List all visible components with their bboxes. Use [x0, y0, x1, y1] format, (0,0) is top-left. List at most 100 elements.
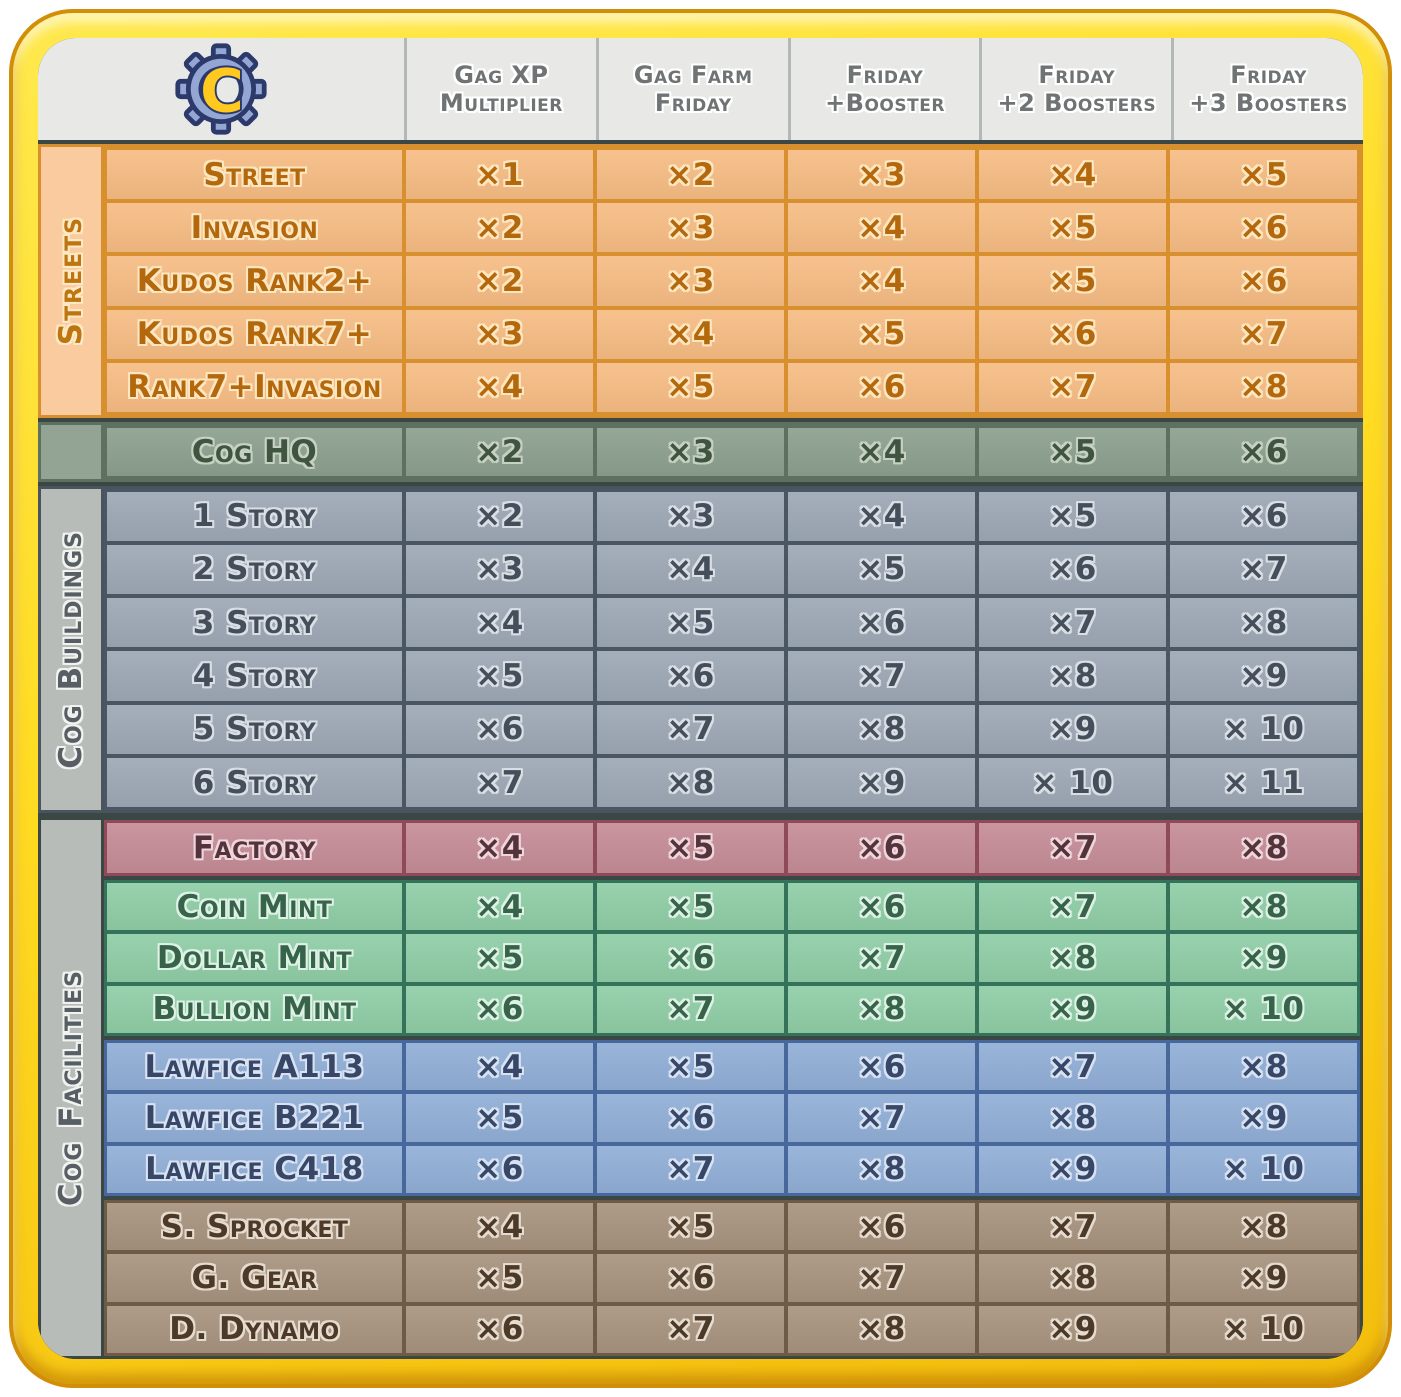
row-name-cell: Lawfice B221	[107, 1094, 402, 1142]
multiplier-cell: ×8	[788, 985, 975, 1034]
multiplier-cell: ×5	[406, 934, 593, 982]
table-row: Street ×1 ×2 ×3 ×4 ×5	[107, 150, 1357, 200]
multiplier-cell: ×8	[979, 934, 1166, 982]
multiplier-cell: ×6	[788, 883, 975, 931]
table-row: Invasion ×2 ×3 ×4 ×5 ×6	[107, 203, 1357, 253]
multiplier-cell: ×5	[979, 427, 1166, 476]
table-row: Kudos Rank7+ ×3 ×4 ×5 ×6 ×7	[107, 309, 1357, 359]
multiplier-cell: ×8	[597, 757, 784, 808]
multiplier-cell: ×4	[788, 491, 975, 541]
multiplier-cell: ×5	[406, 1094, 593, 1142]
section-blocks: 1 Story ×2 ×3 ×4 ×5 ×6 2 Story ×3 ×4 ×5 ×6 ×7 3 Stor…	[104, 488, 1360, 811]
multiplier-cell: ×6	[788, 1043, 975, 1091]
multiplier-cell: ×4	[406, 1043, 593, 1091]
multiplier-cell: ×8	[1170, 1043, 1357, 1091]
multiplier-cell: ×6	[597, 934, 784, 982]
multiplier-cell: ×7	[597, 1305, 784, 1353]
multiplier-cell: ×2	[406, 427, 593, 476]
multiplier-cell: ×9	[1170, 1094, 1357, 1142]
multiplier-cell: ×3	[406, 544, 593, 595]
multiplier-cell: ×4	[788, 256, 975, 306]
multiplier-cell: ×7	[788, 651, 975, 701]
row-name-cell: Dollar Mint	[107, 934, 402, 982]
multiplier-cell: ×7	[788, 934, 975, 982]
multiplier-cell: ×5	[406, 1254, 593, 1302]
multiplier-cell: ×5	[406, 651, 593, 701]
table-row: 4 Story ×5 ×6 ×7 ×8 ×9	[107, 651, 1357, 701]
section-label-text: Cog Facilities	[53, 969, 89, 1207]
multiplier-cell: ×8	[1170, 823, 1357, 874]
section-label-cog-buildings: Cog Buildings	[41, 488, 101, 811]
table-row: Lawfice A113 ×4 ×5 ×6 ×7 ×8	[107, 1043, 1357, 1091]
table-row: 3 Story ×4 ×5 ×6 ×7 ×8	[107, 598, 1357, 648]
row-name-cell: D. Dynamo	[107, 1305, 402, 1353]
multiplier-cell: ×8	[1170, 883, 1357, 931]
multiplier-cell: ×9	[979, 1145, 1166, 1194]
multiplier-cell: × 10	[1170, 704, 1357, 754]
row-name-cell: Lawfice A113	[107, 1043, 402, 1091]
multiplier-cell: ×7	[597, 704, 784, 754]
column-header-line2: +3 Boosters	[1189, 89, 1348, 117]
table-row: Rank7+Invasion ×4 ×5 ×6 ×7 ×8	[107, 362, 1357, 412]
block-lawfice: Lawfice A113 ×4 ×5 ×6 ×7 ×8 Lawfice B221 ×5 ×6 ×7…	[104, 1040, 1360, 1197]
row-name-cell: Lawfice C418	[107, 1145, 402, 1194]
section-cog-facilities: Cog Facilities Factory ×4 ×5 ×6 ×7 ×8 Coin Mint…	[38, 817, 1363, 1359]
table-row: Factory ×4 ×5 ×6 ×7 ×8	[107, 823, 1357, 874]
multiplier-cell: ×8	[1170, 598, 1357, 648]
block-buildings: 1 Story ×2 ×3 ×4 ×5 ×6 2 Story ×3 ×4 ×5 ×6 ×7 3 Stor…	[104, 488, 1360, 811]
column-header-line1: Friday	[846, 60, 924, 89]
section-label-streets: Streets	[41, 147, 101, 415]
multiplier-cell: ×4	[788, 203, 975, 253]
multiplier-cell: ×3	[597, 256, 784, 306]
multiplier-cell: ×7	[979, 1043, 1166, 1091]
row-name-cell: Bullion Mint	[107, 985, 402, 1034]
table-row: Cog HQ ×2 ×3 ×4 ×5 ×6	[107, 427, 1357, 476]
table-row: S. Sprocket ×4 ×5 ×6 ×7 ×8	[107, 1203, 1357, 1251]
multiplier-cell: ×6	[406, 1145, 593, 1194]
multiplier-cell: ×5	[597, 1043, 784, 1091]
row-name-cell: 6 Story	[107, 757, 402, 808]
section-streets: Streets Street ×1 ×2 ×3 ×4 ×5 Invasion ×2 ×3 ×4 ×5 ×…	[38, 144, 1363, 418]
multiplier-cell: × 10	[1170, 985, 1357, 1034]
multiplier-cell: ×9	[1170, 651, 1357, 701]
multiplier-cell: × 11	[1170, 757, 1357, 808]
multiplier-cell: ×7	[788, 1094, 975, 1142]
multiplier-cell: ×7	[979, 1203, 1166, 1251]
multiplier-cell: ×8	[979, 651, 1166, 701]
row-name-cell: 1 Story	[107, 491, 402, 541]
multiplier-cell: ×7	[597, 985, 784, 1034]
multiplier-cell: ×3	[788, 150, 975, 200]
multiplier-cell: ×8	[979, 1254, 1166, 1302]
table-row: 5 Story ×6 ×7 ×8 ×9 × 10	[107, 704, 1357, 754]
column-header-1: Gag XP Multiplier	[404, 38, 596, 140]
column-header-line1: Gag XP	[454, 60, 549, 89]
column-header-line2: +2 Boosters	[997, 89, 1157, 117]
column-header-5: Friday +3 Boosters	[1171, 38, 1363, 140]
corporate-clash-gear-logo-icon: C	[175, 43, 267, 135]
header-row: C Gag XP Multiplier Gag Farm Friday Friday +B…	[38, 38, 1363, 140]
column-header-4: Friday +2 Boosters	[979, 38, 1171, 140]
multiplier-cell: ×2	[597, 150, 784, 200]
multiplier-cell: ×8	[788, 1145, 975, 1194]
row-name-cell: Kudos Rank2+	[107, 256, 402, 306]
multiplier-cell: ×6	[406, 704, 593, 754]
multiplier-cell: ×5	[1170, 150, 1357, 200]
row-name-cell: Cog HQ	[107, 427, 402, 476]
multiplier-cell: ×6	[406, 1305, 593, 1353]
multiplier-cell: ×5	[979, 491, 1166, 541]
column-header-line1: Friday	[1230, 60, 1307, 89]
row-name-cell: 4 Story	[107, 651, 402, 701]
table-row: Lawfice C418 ×6 ×7 ×8 ×9 × 10	[107, 1145, 1357, 1194]
block-factory: Factory ×4 ×5 ×6 ×7 ×8	[104, 820, 1360, 877]
column-header-line2: Friday	[654, 89, 732, 117]
multiplier-cell: ×6	[1170, 491, 1357, 541]
section-coghq: Cog HQ ×2 ×3 ×4 ×5 ×6	[38, 421, 1363, 482]
section-label-coghq	[41, 424, 101, 479]
multiplier-cell: ×5	[597, 823, 784, 874]
multiplier-cell: ×8	[979, 1094, 1166, 1142]
block-streets: Street ×1 ×2 ×3 ×4 ×5 Invasion ×2 ×3 ×4 ×5 ×6 Kudos …	[104, 147, 1360, 415]
multiplier-cell: ×6	[1170, 203, 1357, 253]
multiplier-cell: ×4	[979, 150, 1166, 200]
section-label-text: Streets	[53, 216, 89, 346]
multiplier-cell: ×8	[1170, 362, 1357, 412]
